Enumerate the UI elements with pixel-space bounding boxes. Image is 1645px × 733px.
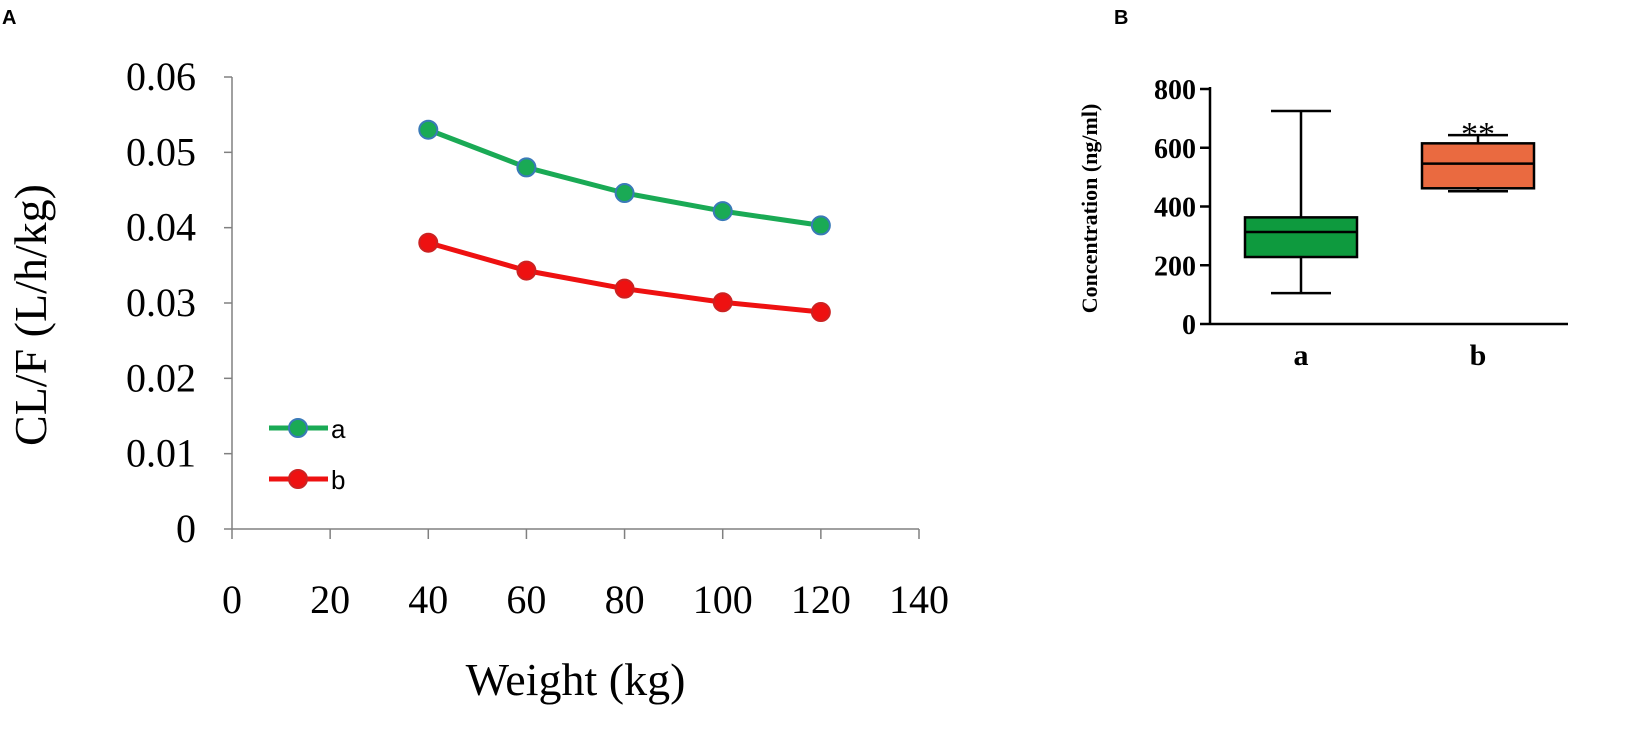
- x-category-label: a: [1294, 339, 1309, 372]
- y-tick-label: 0.02: [126, 355, 196, 400]
- data-point-a: [810, 215, 831, 236]
- y-axis: 0 200 400 600 800: [1154, 75, 1210, 341]
- data-point-b: [418, 232, 439, 253]
- legend-label: a: [331, 414, 346, 444]
- series-line-b: [427, 240, 822, 315]
- y-tick-label: 0: [1182, 310, 1196, 341]
- series-line-a: [427, 127, 822, 228]
- y-tick-label: 600: [1154, 134, 1196, 165]
- x-axis: 0 20 40 60 80 100 120 140: [222, 529, 949, 622]
- data-point-b: [516, 260, 537, 281]
- y-axis-title: CL/F (L/h/kg): [5, 184, 56, 446]
- y-axis-title: Concentration (ng/ml): [1077, 104, 1102, 314]
- legend-marker-b: [288, 469, 308, 489]
- data-point-a: [614, 183, 635, 204]
- panel-a-label: A: [2, 7, 16, 29]
- x-tick-label: 60: [506, 577, 546, 622]
- y-tick-label: 0: [176, 506, 196, 551]
- data-point-a: [418, 119, 439, 140]
- y-tick-label: 200: [1154, 251, 1196, 282]
- y-tick-label: 0.06: [126, 54, 196, 99]
- x-tick-label: 100: [693, 577, 753, 622]
- y-tick-label: 0.03: [126, 280, 196, 325]
- legend-marker-a: [288, 418, 308, 438]
- x-tick-label: 80: [605, 577, 645, 622]
- x-tick-label: 120: [791, 577, 851, 622]
- line-chart: 0 0.01 0.02 0.03 0.04 0.05 0.06 0 20 40 60 80 100 12…: [5, 54, 949, 705]
- x-axis-title: Weight (kg): [466, 654, 686, 705]
- y-tick-label: 0.04: [126, 205, 196, 250]
- legend: ab: [269, 414, 346, 495]
- significance-annotation: **: [1461, 116, 1495, 153]
- x-tick-label: 40: [408, 577, 448, 622]
- panel-b-label: B: [1114, 7, 1128, 29]
- box-b: [1420, 142, 1536, 190]
- plot-area: **: [1243, 109, 1536, 295]
- data-point-a: [712, 201, 733, 222]
- y-tick-label: 0.05: [126, 129, 196, 174]
- legend-label: b: [331, 465, 345, 495]
- plot-area: [418, 119, 831, 323]
- x-category-label: b: [1470, 339, 1487, 372]
- data-point-b: [712, 292, 733, 313]
- y-tick-label: 0.01: [126, 431, 196, 476]
- y-tick-label: 400: [1154, 193, 1196, 224]
- data-point-b: [810, 302, 831, 323]
- y-tick-label: 800: [1154, 75, 1196, 106]
- x-tick-label: 0: [222, 577, 242, 622]
- box-a: [1243, 216, 1359, 259]
- data-point-a: [516, 157, 537, 178]
- x-tick-label: 20: [310, 577, 350, 622]
- x-tick-label: 140: [889, 577, 949, 622]
- data-point-b: [614, 278, 635, 299]
- y-axis: 0 0.01 0.02 0.03 0.04 0.05 0.06: [126, 54, 232, 551]
